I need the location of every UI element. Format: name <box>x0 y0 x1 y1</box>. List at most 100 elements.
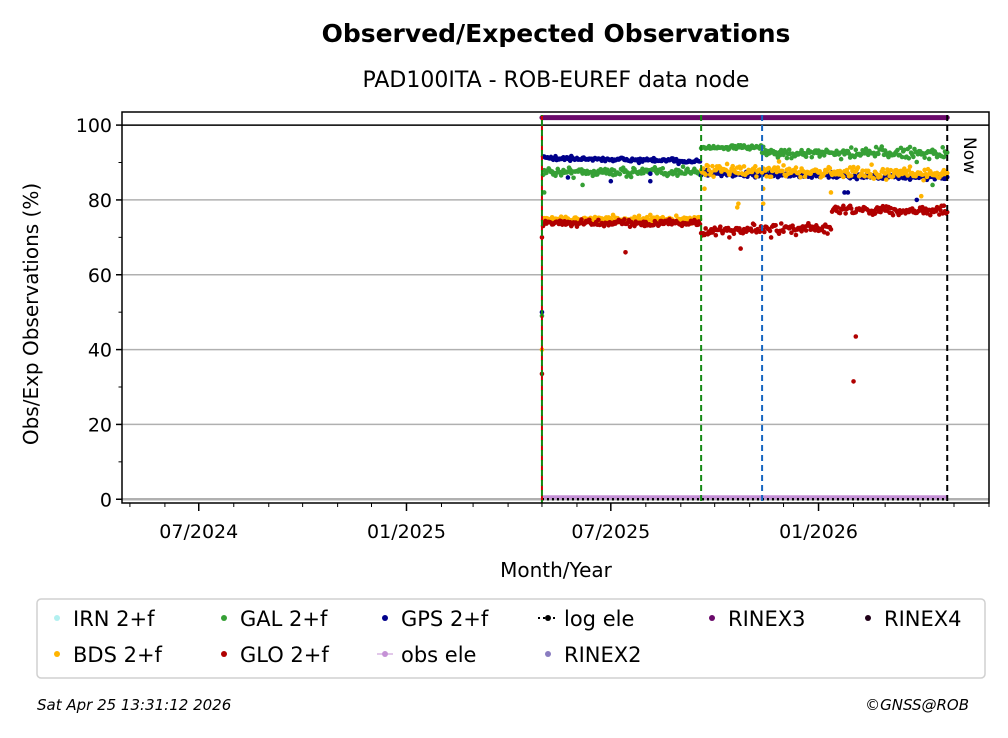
legend-marker-gal-2-f <box>221 615 227 621</box>
data-point-bds-2-f <box>890 173 896 179</box>
y-tick-label: 60 <box>88 265 112 287</box>
outlier-point-glo-2-f <box>738 246 743 251</box>
y-tick-label: 20 <box>88 414 112 436</box>
data-point-glo-2-f <box>843 211 848 216</box>
data-point-bds-2-f <box>648 212 653 218</box>
data-point-bds-2-f <box>880 166 886 172</box>
data-point-bds-2-f <box>730 163 736 169</box>
outlier-point-glo-2-f <box>623 250 628 255</box>
data-point-bds-2-f <box>841 174 846 180</box>
data-point-gal-2-f <box>660 166 666 171</box>
plot-frame <box>121 111 990 504</box>
y-tick-label: 100 <box>76 115 112 137</box>
outlier-point-gal-2-f <box>541 190 547 195</box>
data-point-glo-2-f <box>622 217 627 222</box>
data-point-glo-2-f <box>793 232 799 238</box>
outlier-point-bds-2-f <box>918 193 924 199</box>
data-point-glo-2-f <box>872 211 878 216</box>
data-point-bds-2-f <box>883 177 889 182</box>
outlier-point-gal-2-f <box>580 182 585 188</box>
data-point-glo-2-f <box>848 206 854 211</box>
data-point-bds-2-f <box>848 173 854 178</box>
legend-label-rinex2: RINEX2 <box>564 643 642 667</box>
legend-label-glo-2-f: GLO 2+f <box>240 643 329 667</box>
data-point-gal-2-f <box>886 154 891 160</box>
data-point-gal-2-f <box>879 144 885 149</box>
data-point-bds-2-f <box>736 171 741 176</box>
y-tick-label: 40 <box>88 340 112 362</box>
data-point-bds-2-f <box>888 167 894 173</box>
data-point-gal-2-f <box>926 156 932 162</box>
x-tick-label: 07/2025 <box>571 521 650 543</box>
data-point-glo-2-f <box>713 232 719 238</box>
chart-subtitle: PAD100ITA - ROB-EUREF data node <box>363 68 750 93</box>
chart-title: Observed/Expected Observations <box>322 19 791 48</box>
data-point-bds-2-f <box>793 165 799 170</box>
data-point-bds-2-f <box>776 159 782 164</box>
data-point-glo-2-f <box>828 227 834 232</box>
data-point-bds-2-f <box>741 164 747 169</box>
legend-marker-log-ele <box>545 615 551 621</box>
data-point-gal-2-f <box>778 147 784 153</box>
data-point-gal-2-f <box>809 154 815 160</box>
footer-copyright: ©GNSS@ROB <box>865 696 969 714</box>
data-point-bds-2-f <box>738 166 743 171</box>
data-point-glo-2-f <box>803 228 809 233</box>
data-point-gal-2-f <box>922 155 927 160</box>
data-point-gal-2-f <box>628 174 634 180</box>
outlier-point-bds-2-f <box>760 201 766 206</box>
legend-marker-glo-2-f <box>221 651 227 657</box>
data-point-glo-2-f <box>941 203 947 209</box>
data-point-gal-2-f <box>784 155 790 161</box>
data-point-bds-2-f <box>798 174 803 180</box>
data-point-gal-2-f <box>941 154 947 160</box>
data-point-bds-2-f <box>708 169 714 175</box>
data-point-bds-2-f <box>703 172 708 177</box>
x-axis-label: Month/Year <box>500 558 613 582</box>
legend: IRN 2+f GAL 2+f GPS 2+f BDS 2+f GLO 2+f obs e… <box>54 607 962 667</box>
data-point-bds-2-f <box>636 213 642 219</box>
data-point-gal-2-f <box>617 171 623 177</box>
data-point-bds-2-f <box>907 164 913 169</box>
data-point-gal-2-f <box>838 156 844 162</box>
data-point-glo-2-f <box>825 231 830 236</box>
y-tick-label: 0 <box>100 489 112 511</box>
y-tick-label: 80 <box>88 190 112 212</box>
data-point-gal-2-f <box>848 145 854 150</box>
data-point-glo-2-f <box>731 231 737 237</box>
data-point-bds-2-f <box>781 163 786 168</box>
legend-label-bds-2-f: BDS 2+f <box>73 643 163 667</box>
data-point-gal-2-f <box>906 155 912 161</box>
outlier-point-bds-2-f <box>736 201 741 206</box>
legend-marker-rinex4 <box>865 615 871 621</box>
data-point-gal-2-f <box>911 154 916 160</box>
x-tick-label: 01/2025 <box>367 521 446 543</box>
legend-label-rinex3: RINEX3 <box>728 607 806 631</box>
x-tick-label: 07/2024 <box>159 521 238 543</box>
data-point-bds-2-f <box>711 174 716 179</box>
outlier-point-glo-2-f <box>853 334 859 339</box>
legend-label-obs-ele: obs ele <box>401 643 476 667</box>
data-point-bds-2-f <box>851 164 856 170</box>
data-point-bds-2-f <box>920 172 925 178</box>
data-point-bds-2-f <box>764 174 769 179</box>
data-point-bds-2-f <box>878 174 883 179</box>
data-point-gal-2-f <box>786 147 792 153</box>
data-point-glo-2-f <box>596 217 601 223</box>
data-point-gal-2-f <box>944 150 950 155</box>
data-point-gal-2-f <box>789 155 794 161</box>
data-point-glo-2-f <box>890 212 896 218</box>
data-point-bds-2-f <box>786 166 792 172</box>
data-point-gal-2-f <box>907 144 913 150</box>
data-point-glo-2-f <box>938 207 943 213</box>
data-point-bds-2-f <box>868 172 873 177</box>
outlier-point-gal-2-f <box>930 182 935 188</box>
data-point-bds-2-f <box>906 168 912 173</box>
data-point-bds-2-f <box>855 165 861 170</box>
data-point-glo-2-f <box>579 217 584 222</box>
legend-marker-gps-2-f <box>382 615 388 621</box>
data-point-bds-2-f <box>827 165 833 171</box>
data-point-glo-2-f <box>768 235 774 240</box>
data-point-gal-2-f <box>895 147 900 153</box>
